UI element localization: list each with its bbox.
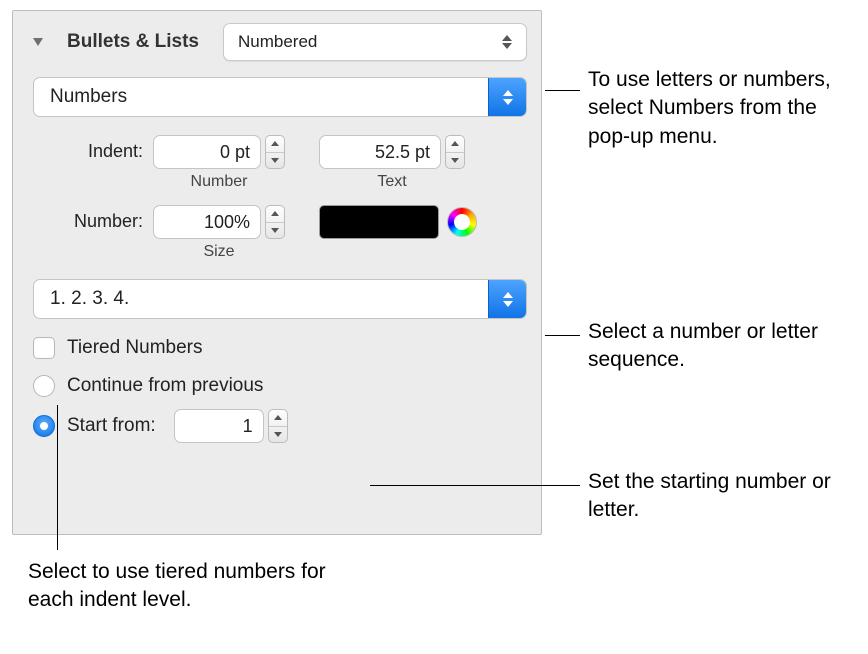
continue-from-previous-radio[interactable] bbox=[33, 375, 55, 397]
callout-numbers-popup: To use letters or numbers, select Number… bbox=[588, 66, 848, 151]
start-from-label: Start from: bbox=[67, 415, 156, 437]
indent-number-field[interactable]: 0 pt bbox=[153, 135, 261, 169]
popup-arrows-icon bbox=[488, 78, 526, 116]
callout-sequence: Select a number or letter sequence. bbox=[588, 318, 858, 375]
bullets-lists-panel: Bullets & Lists Numbered Numbers Indent:… bbox=[12, 10, 542, 535]
number-size-sublabel: Size bbox=[203, 243, 234, 261]
indent-label: Indent: bbox=[33, 135, 143, 162]
indent-number-sublabel: Number bbox=[191, 173, 248, 191]
start-from-radio[interactable] bbox=[33, 415, 55, 437]
indent-text-sublabel: Text bbox=[377, 173, 406, 191]
indent-text-field[interactable]: 52.5 pt bbox=[319, 135, 441, 169]
tiered-numbers-checkbox[interactable] bbox=[33, 337, 55, 359]
tiered-numbers-label: Tiered Numbers bbox=[67, 337, 203, 359]
number-color-well[interactable] bbox=[319, 205, 439, 239]
section-title: Bullets & Lists bbox=[67, 31, 199, 53]
disclosure-triangle-icon[interactable] bbox=[33, 38, 43, 46]
indent-number-stepper[interactable] bbox=[265, 135, 285, 169]
start-from-stepper[interactable] bbox=[268, 409, 288, 443]
bullet-type-value: Numbers bbox=[50, 86, 127, 108]
number-label: Number: bbox=[33, 205, 143, 232]
indent-text-stepper[interactable] bbox=[445, 135, 465, 169]
bullet-type-popup[interactable]: Numbers bbox=[33, 77, 527, 117]
number-size-field[interactable]: 100% bbox=[153, 205, 261, 239]
list-style-value: Numbered bbox=[238, 32, 317, 52]
updown-icon bbox=[500, 35, 514, 49]
number-sequence-popup[interactable]: 1. 2. 3. 4. bbox=[33, 279, 527, 319]
color-picker-button[interactable] bbox=[447, 207, 477, 237]
continue-from-previous-label: Continue from previous bbox=[67, 375, 263, 397]
popup-arrows-icon bbox=[488, 280, 526, 318]
number-sequence-value: 1. 2. 3. 4. bbox=[50, 288, 129, 310]
start-from-field[interactable]: 1 bbox=[174, 409, 264, 443]
list-style-popup[interactable]: Numbered bbox=[223, 23, 527, 61]
callout-tiered: Select to use tiered numbers for each in… bbox=[28, 558, 368, 615]
callout-start: Set the starting number or letter. bbox=[588, 468, 848, 525]
number-size-stepper[interactable] bbox=[265, 205, 285, 239]
